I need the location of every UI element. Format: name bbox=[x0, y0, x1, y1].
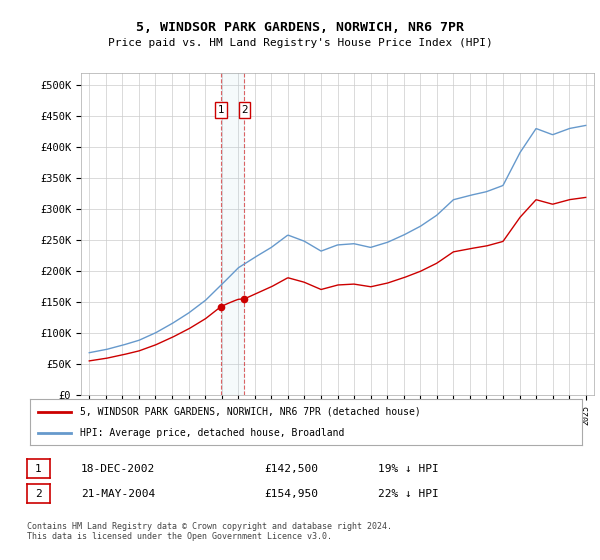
Text: 5, WINDSOR PARK GARDENS, NORWICH, NR6 7PR (detached house): 5, WINDSOR PARK GARDENS, NORWICH, NR6 7P… bbox=[80, 407, 421, 417]
Text: 1: 1 bbox=[35, 464, 42, 474]
Text: 2: 2 bbox=[35, 489, 42, 499]
Text: Price paid vs. HM Land Registry's House Price Index (HPI): Price paid vs. HM Land Registry's House … bbox=[107, 38, 493, 48]
Text: £154,950: £154,950 bbox=[264, 489, 318, 499]
Text: 5, WINDSOR PARK GARDENS, NORWICH, NR6 7PR: 5, WINDSOR PARK GARDENS, NORWICH, NR6 7P… bbox=[136, 21, 464, 34]
Bar bbox=[221, 73, 244, 395]
Text: 18-DEC-2002: 18-DEC-2002 bbox=[81, 464, 155, 474]
Text: 2: 2 bbox=[241, 105, 248, 115]
Text: Contains HM Land Registry data © Crown copyright and database right 2024.
This d: Contains HM Land Registry data © Crown c… bbox=[27, 522, 392, 542]
Text: 19% ↓ HPI: 19% ↓ HPI bbox=[378, 464, 439, 474]
Text: 21-MAY-2004: 21-MAY-2004 bbox=[81, 489, 155, 499]
Text: 22% ↓ HPI: 22% ↓ HPI bbox=[378, 489, 439, 499]
Text: £142,500: £142,500 bbox=[264, 464, 318, 474]
Text: 1: 1 bbox=[218, 105, 224, 115]
Text: HPI: Average price, detached house, Broadland: HPI: Average price, detached house, Broa… bbox=[80, 428, 344, 438]
